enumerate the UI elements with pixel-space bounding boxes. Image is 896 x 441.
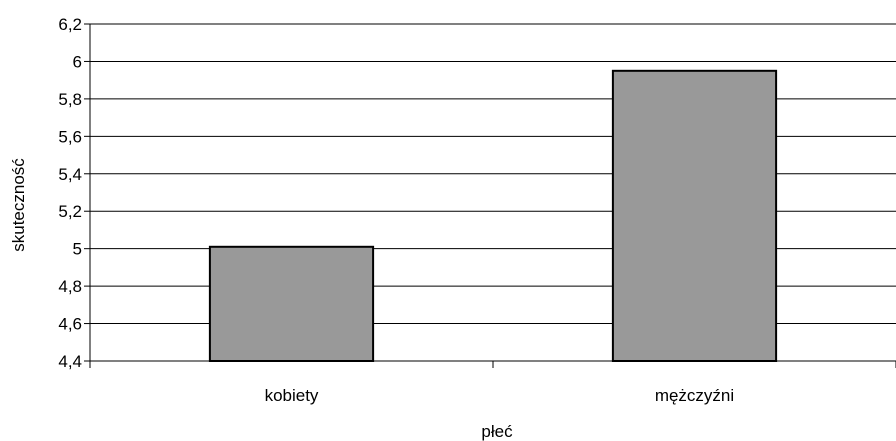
axes: [84, 23, 896, 368]
y-tick-label: 4,4: [58, 352, 82, 371]
y-tick-labels: 4,4 4,6 4,8 5 5,2 5,4 5,6 5,8 6 6,2: [58, 15, 82, 371]
y-tick-label: 4,8: [58, 277, 82, 296]
bars: [208, 69, 778, 363]
x-category-labels: kobiety mężczyźni: [265, 386, 735, 405]
x-category-label: mężczyźni: [655, 386, 734, 405]
y-tick-label: 6,2: [58, 15, 82, 34]
y-tick-label: 5,4: [58, 165, 82, 184]
x-axis-title: płeć: [481, 422, 513, 441]
y-tick-label: 5,2: [58, 202, 82, 221]
y-tick-label: 4,6: [58, 315, 82, 334]
y-tick-label: 6: [73, 52, 82, 71]
y-axis-title: skuteczność: [9, 158, 28, 252]
y-tick-label: 5,8: [58, 90, 82, 109]
x-category-label: kobiety: [265, 386, 319, 405]
bar-mezczyzni: [611, 69, 778, 363]
y-tick-label: 5: [73, 240, 82, 259]
bar-kobiety: [208, 245, 375, 363]
y-tick-label: 5,6: [58, 127, 82, 146]
